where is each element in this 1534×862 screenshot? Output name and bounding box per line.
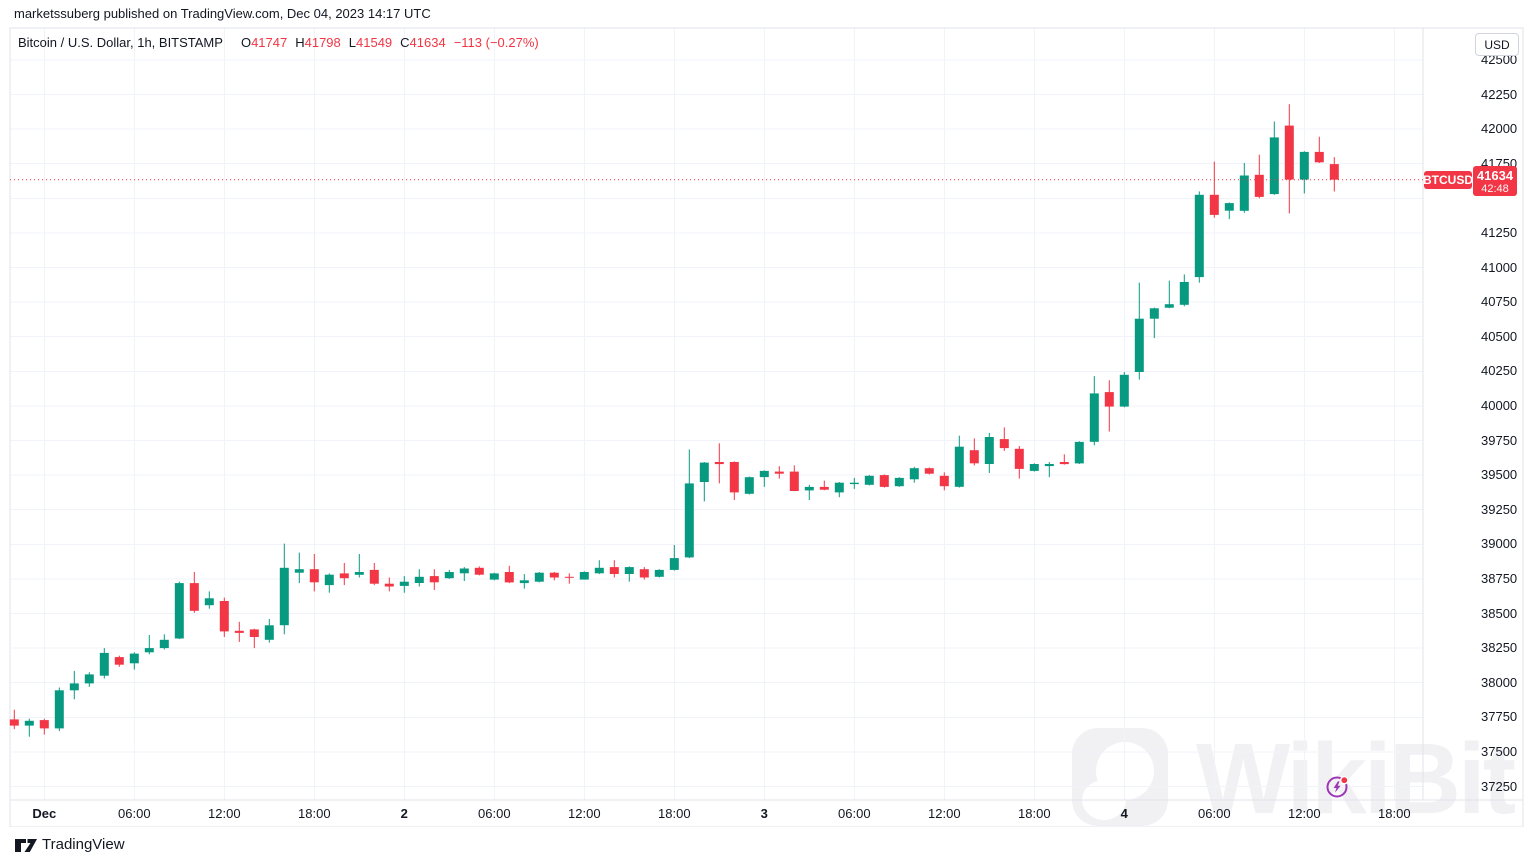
time-tick-label: Dec (32, 806, 57, 821)
price-tick-label: 37750 (1481, 709, 1518, 725)
price-tick-label: 39750 (1481, 432, 1518, 448)
open-value: 41747 (251, 35, 288, 50)
close-label: C (400, 35, 410, 50)
time-tick-label: 06:00 (1198, 806, 1231, 821)
time-tick-label: 12:00 (208, 806, 241, 821)
low-value: 41549 (356, 35, 393, 50)
price-tick-label: 38000 (1481, 674, 1518, 690)
price-tick-label: 38750 (1481, 570, 1518, 586)
tradingview-footer: TradingView (0, 827, 1534, 862)
change-value: −113 (−0.27%) (453, 35, 539, 50)
symbol-price-flag: BTCUSD (1423, 171, 1473, 189)
price-tick-label: 41000 (1481, 259, 1518, 275)
price-tick-label: 38250 (1481, 640, 1518, 656)
last-price-label: 41634 42:48 (1473, 166, 1517, 196)
time-tick-label: 3 (760, 806, 768, 821)
time-tick-label: 06:00 (838, 806, 871, 821)
time-tick-label: 18:00 (1378, 806, 1411, 821)
time-tick-label: 18:00 (1018, 806, 1051, 821)
price-tick-label: 42250 (1481, 86, 1518, 102)
price-tick-label: 39250 (1481, 501, 1518, 517)
time-tick-label: 2 (400, 806, 408, 821)
close-value: 41634 (409, 35, 446, 50)
wikibit-watermark: WikiBit (1196, 723, 1516, 835)
time-tick-label: 18:00 (298, 806, 331, 821)
high-value: 41798 (304, 35, 341, 50)
publish-attribution: marketssuberg published on TradingView.c… (14, 6, 431, 21)
price-tick-label: 41250 (1481, 224, 1518, 240)
symbol-legend: Bitcoin / U.S. Dollar, 1h, BITSTAMP O4174… (18, 35, 539, 50)
low-label: L (348, 35, 356, 50)
currency-toggle-button[interactable]: USD (1475, 33, 1519, 56)
events-lightning-icon[interactable] (1325, 775, 1349, 799)
symbol-description: Bitcoin / U.S. Dollar, 1h, BITSTAMP (18, 35, 223, 50)
open-label: O (240, 35, 252, 50)
time-tick-label: 12:00 (1288, 806, 1321, 821)
price-tick-label: 37250 (1481, 778, 1518, 794)
time-tick-label: 18:00 (658, 806, 691, 821)
price-tick-label: 37500 (1481, 743, 1518, 759)
tradingview-brand[interactable]: TradingView (42, 836, 125, 853)
time-tick-label: 06:00 (118, 806, 151, 821)
time-tick-label: 12:00 (568, 806, 601, 821)
tradingview-logo-icon[interactable] (14, 837, 38, 858)
price-tick-label: 39000 (1481, 536, 1518, 552)
price-tick-label: 40250 (1481, 363, 1518, 379)
price-tick-label: 40000 (1481, 397, 1518, 413)
time-tick-label: 4 (1120, 806, 1128, 821)
candle-countdown: 42:48 (1481, 183, 1509, 195)
price-tick-label: 39500 (1481, 467, 1518, 483)
price-tick-label: 42000 (1481, 121, 1518, 137)
time-tick-label: 12:00 (928, 806, 961, 821)
price-tick-label: 40750 (1481, 294, 1518, 310)
price-tick-label: 38500 (1481, 605, 1518, 621)
high-label: H (295, 35, 305, 50)
time-tick-label: 06:00 (478, 806, 511, 821)
last-price-value: 41634 (1476, 168, 1514, 183)
price-tick-label: 40500 (1481, 328, 1518, 344)
